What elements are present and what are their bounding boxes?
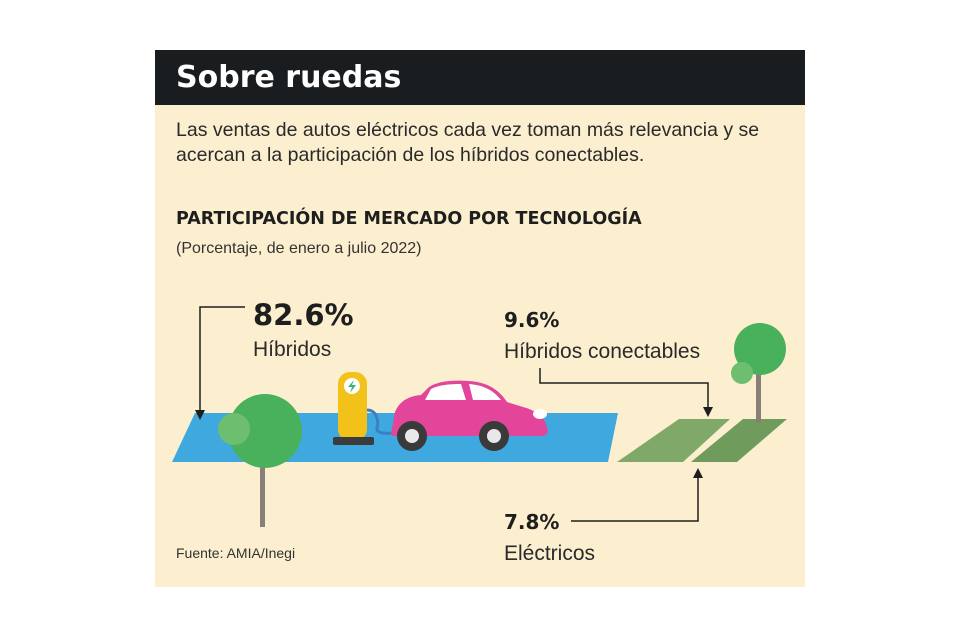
chart-illustration: 82.6% Híbridos 9.6% Híbridos conectables… bbox=[172, 298, 787, 565]
leader-lines bbox=[199, 306, 709, 522]
segment-hibridos-conectables bbox=[617, 419, 730, 462]
value-label-hibridos: 82.6% bbox=[253, 298, 354, 332]
leader-line-electricos bbox=[571, 474, 699, 522]
arrow-head bbox=[195, 410, 205, 420]
category-label-hibridos-conectables: Híbridos conectables bbox=[504, 340, 700, 363]
page-title: Sobre ruedas bbox=[176, 60, 402, 95]
category-label-hibridos: Híbridos bbox=[253, 338, 331, 361]
header-bar: Sobre ruedas bbox=[155, 50, 805, 105]
source-note: Fuente: AMIA/Inegi bbox=[176, 545, 296, 561]
leader-line-hibridos bbox=[199, 306, 245, 413]
leader-line-hibridos-conectables bbox=[539, 368, 709, 411]
segment-electricos bbox=[691, 419, 787, 462]
car-icon bbox=[391, 380, 548, 451]
tree-icon bbox=[731, 323, 786, 423]
chart-subtitle: (Porcentaje, de enero a julio 2022) bbox=[176, 240, 422, 257]
category-label-electricos: Eléctricos bbox=[504, 542, 595, 565]
charger-icon bbox=[333, 372, 396, 445]
intro-text: Las ventas de autos eléctricos cada vez … bbox=[176, 119, 760, 166]
chart-title: PARTICIPACIÓN DE MERCADO POR TECNOLOGÍA bbox=[176, 209, 642, 229]
value-label-electricos: 7.8% bbox=[504, 510, 559, 534]
arrow-head bbox=[703, 407, 713, 417]
infographic-card: Sobre ruedas Las ventas de autos eléctri… bbox=[155, 50, 805, 587]
arrow-head bbox=[693, 468, 703, 478]
tree-icon bbox=[218, 394, 302, 527]
value-label-hibridos-conectables: 9.6% bbox=[504, 308, 559, 332]
